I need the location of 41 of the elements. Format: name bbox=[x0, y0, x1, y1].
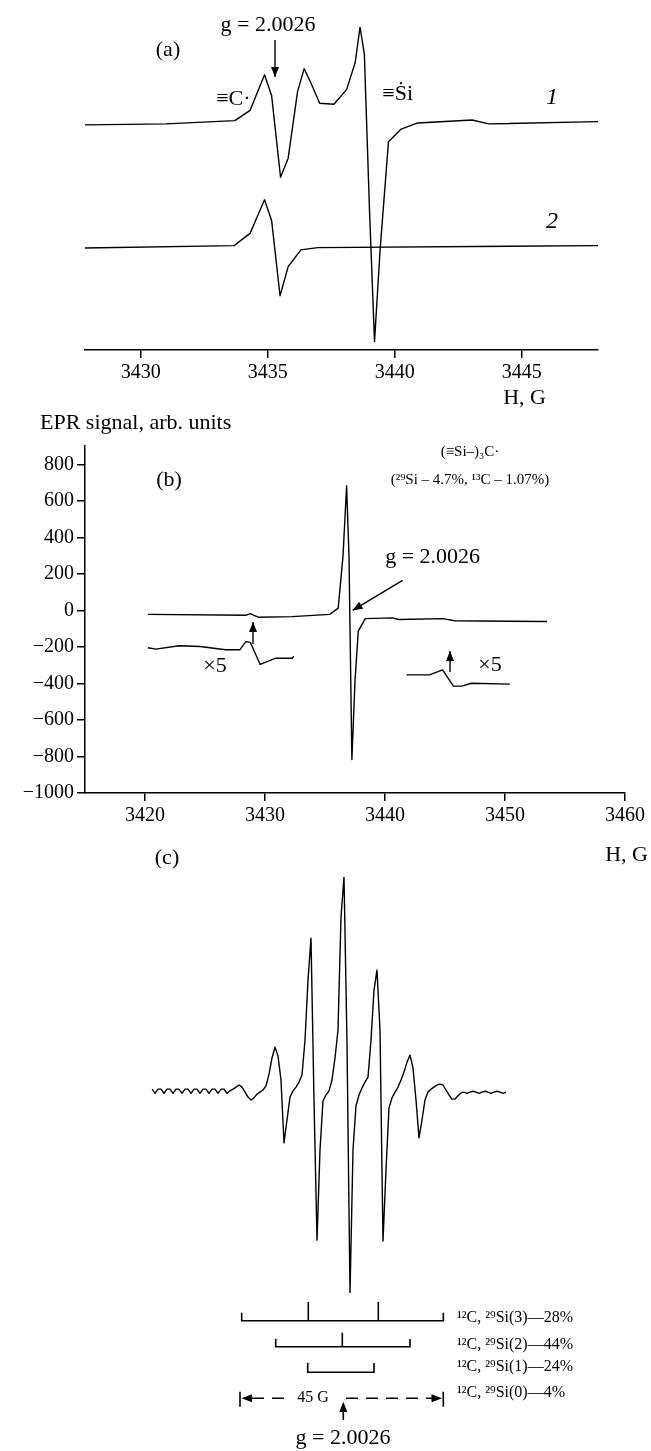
x-tick-label: 3450 bbox=[485, 803, 525, 826]
x-tick-label: 3435 bbox=[247, 360, 288, 383]
y-tick-label: −400 bbox=[32, 670, 74, 693]
x-axis-title: H, G bbox=[605, 840, 649, 866]
series-label: 1 bbox=[546, 82, 558, 109]
y-tick-label: −200 bbox=[32, 634, 74, 657]
y-tick-label: 800 bbox=[44, 451, 74, 474]
text: 45 G bbox=[297, 1388, 330, 1406]
x-tick-label: 3460 bbox=[605, 803, 645, 826]
annotation: (²⁹Si – 4.7%, ¹³C – 1.07%) bbox=[390, 470, 550, 488]
x-tick-label: 3445 bbox=[501, 360, 542, 383]
x-tick-label: 3440 bbox=[365, 803, 405, 826]
chart-title: (c) bbox=[154, 843, 180, 869]
text: ¹²C, ²⁹Si(1)—24% bbox=[457, 1357, 573, 1376]
series-label: 2 bbox=[546, 206, 558, 233]
annotation: ×5 bbox=[478, 650, 502, 676]
x-tick-label: 3430 bbox=[120, 360, 161, 383]
x-axis-title: H, G bbox=[503, 383, 547, 409]
text: ¹²C, ²⁹Si(3)—28% bbox=[457, 1308, 573, 1327]
annotation: g = 2.0026 bbox=[220, 10, 316, 36]
x-tick-label: 3420 bbox=[125, 803, 165, 826]
annotation: (≡Si–)₃C· bbox=[440, 442, 500, 460]
x-tick-label: 3440 bbox=[374, 360, 415, 383]
y-axis-title: EPR signal, arb. units bbox=[40, 408, 232, 434]
x-tick-label: 3430 bbox=[245, 803, 285, 826]
annotation: ≡Ṡi bbox=[382, 79, 414, 105]
text: ¹²C, ²⁹Si(0)—4% bbox=[457, 1383, 565, 1402]
y-tick-label: −1000 bbox=[22, 780, 74, 803]
y-tick-label: 400 bbox=[44, 524, 74, 547]
y-tick-label: −800 bbox=[32, 743, 74, 766]
text: g = 2.0026 bbox=[295, 1423, 391, 1449]
y-tick-label: 0 bbox=[64, 597, 74, 620]
annotation: ×5 bbox=[203, 651, 227, 677]
text: (b) bbox=[156, 465, 182, 491]
text: ¹²C, ²⁹Si(2)—44% bbox=[457, 1335, 573, 1354]
y-tick-label: 600 bbox=[44, 488, 74, 511]
annotation: ≡C· bbox=[216, 84, 251, 110]
y-tick-label: 200 bbox=[44, 561, 74, 584]
annotation: g = 2.0026 bbox=[385, 543, 481, 569]
y-tick-label: −600 bbox=[32, 707, 74, 730]
chart-title: (a) bbox=[155, 35, 181, 61]
